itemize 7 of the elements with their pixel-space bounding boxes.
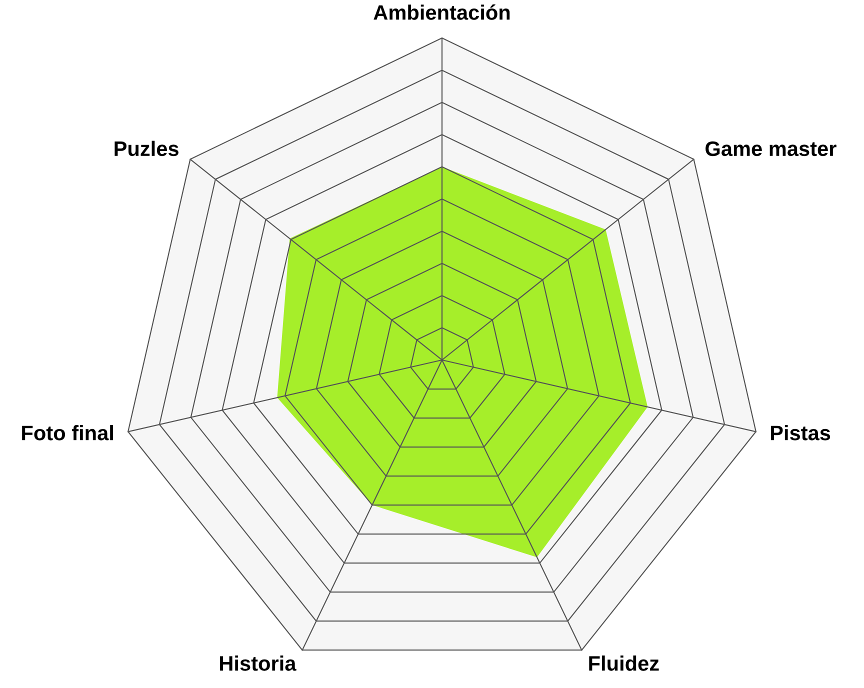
spoke-label: Pistas — [770, 425, 830, 440]
spoke-label: Fluidez — [589, 656, 659, 671]
spoke-label: Game master — [706, 141, 836, 156]
spoke-label: Historia — [220, 656, 296, 671]
spoke-label: Puzles — [114, 140, 178, 156]
spoke-label: Ambientación — [374, 4, 510, 20]
spoke-label: Foto final — [22, 425, 113, 440]
